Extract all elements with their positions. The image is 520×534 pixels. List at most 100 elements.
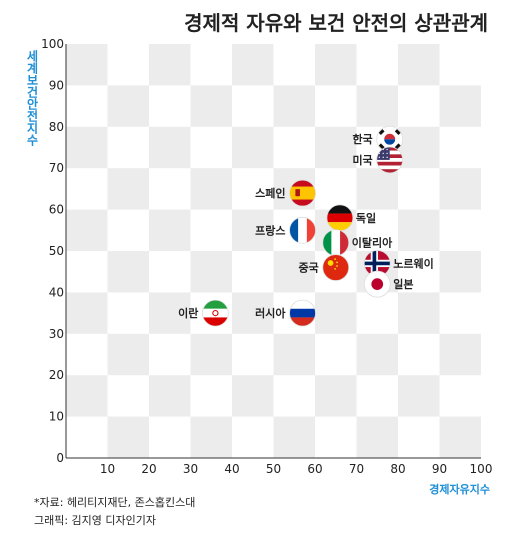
grid-band — [149, 126, 191, 169]
x-tick-label: 90 — [432, 462, 447, 476]
y-tick-label: 20 — [49, 368, 64, 382]
grid-band — [398, 292, 440, 334]
grid-band — [190, 251, 232, 293]
flag-marker-russia — [289, 299, 316, 327]
x-axis-label: 경제자유지수 — [429, 482, 490, 496]
grid-band — [398, 375, 440, 417]
grid-band — [190, 168, 232, 210]
grid-band — [66, 375, 108, 417]
grid-band — [107, 416, 149, 458]
point-label: 중국 — [299, 262, 319, 275]
x-tick-label: 10 — [100, 462, 115, 476]
point-label: 미국 — [352, 153, 372, 167]
y-tick-label: 70 — [49, 161, 64, 175]
grid-band — [273, 85, 315, 127]
x-tick-label: 30 — [183, 462, 198, 476]
x-tick-label: 50 — [266, 462, 281, 476]
flag-marker-iran — [201, 299, 229, 327]
grid-band — [232, 292, 274, 334]
x-tick-label: 20 — [141, 462, 156, 476]
grid-band — [398, 209, 440, 251]
grid-band — [66, 292, 108, 334]
flag-marker-china — [322, 254, 350, 281]
grid-band — [149, 292, 191, 334]
point-label: 노르웨이 — [393, 256, 433, 270]
point-label: 한국 — [352, 132, 372, 146]
point-label: 일본 — [393, 277, 413, 291]
grid-band — [149, 375, 191, 417]
flag-marker-spain — [289, 179, 316, 207]
x-tick-labels: 10 20 30 40 50 60 70 80 90 100 — [100, 462, 493, 476]
y-tick-label: 90 — [49, 78, 64, 92]
grid-band — [107, 85, 149, 127]
point-label: 러시아 — [255, 306, 286, 320]
flag-marker-usa — [376, 146, 404, 174]
flag-marker-norway — [363, 250, 391, 277]
grid-band — [273, 251, 315, 293]
x-tick-label: 80 — [390, 462, 405, 476]
grid-band — [190, 416, 232, 458]
y-tick-label: 0 — [56, 451, 64, 465]
flag-marker-japan — [363, 270, 391, 298]
y-axis-label: 세계보건안전지수 — [25, 49, 39, 147]
point-label: 독일 — [356, 211, 376, 225]
grid-band — [232, 209, 274, 251]
grid-band — [356, 333, 398, 376]
flag-marker-germany — [326, 204, 354, 232]
grid-band — [439, 333, 481, 376]
grid-band — [356, 168, 398, 210]
grid-band — [315, 44, 357, 86]
grid-band — [232, 375, 274, 417]
grid-band — [107, 333, 149, 376]
grid-band — [66, 209, 108, 251]
x-tick-label: 100 — [470, 462, 493, 476]
flag-marker-italy — [322, 229, 350, 257]
grid-band — [398, 44, 440, 86]
y-tick-label: 10 — [49, 410, 64, 424]
y-tick-labels: 0 10 20 30 40 50 60 70 80 90 100 — [41, 37, 64, 465]
grid-band — [439, 85, 481, 127]
x-tick-label: 70 — [349, 462, 364, 476]
grid-band — [273, 333, 315, 376]
grid-band — [356, 416, 398, 458]
grid-band — [315, 375, 357, 417]
y-tick-label: 50 — [49, 244, 64, 258]
source-note: *자료: 헤리티지재단, 존스홉킨스대 — [34, 496, 196, 509]
grid-band — [66, 44, 108, 86]
grid-band — [439, 416, 481, 458]
y-tick-label: 80 — [49, 120, 64, 134]
grid-band — [107, 251, 149, 293]
grid-band — [356, 85, 398, 127]
grid-band — [232, 126, 274, 169]
point-label: 프랑스 — [255, 224, 285, 237]
x-tick-label: 60 — [307, 462, 322, 476]
y-tick-label: 30 — [49, 327, 64, 341]
grid-band — [439, 251, 481, 293]
point-label: 스페인 — [255, 186, 285, 200]
graphic-credit: 그래픽: 김지영 디자인기자 — [34, 514, 157, 527]
x-tick-label: 40 — [224, 462, 239, 476]
grid-band — [439, 168, 481, 210]
grid-band — [315, 126, 357, 169]
flag-marker-france — [289, 216, 316, 244]
y-tick-label: 40 — [49, 285, 64, 299]
grid-band — [190, 333, 232, 376]
flag-marker-korea — [376, 125, 404, 153]
grid-band — [232, 44, 274, 86]
grid-band — [315, 292, 357, 334]
grid-band — [398, 126, 440, 169]
grid-band — [66, 126, 108, 169]
grid-band — [149, 44, 191, 86]
chart-title: 경제적 자유와 보건 안전의 상관관계 — [184, 11, 488, 35]
point-label: 이탈리아 — [352, 236, 393, 250]
y-tick-label: 60 — [49, 203, 64, 217]
grid-band — [107, 168, 149, 210]
point-label: 이란 — [178, 306, 198, 320]
grid-band — [190, 85, 232, 127]
grid-band — [149, 209, 191, 251]
grid-band — [273, 416, 315, 458]
y-tick-label: 100 — [41, 37, 64, 51]
grid-bands — [66, 44, 481, 458]
